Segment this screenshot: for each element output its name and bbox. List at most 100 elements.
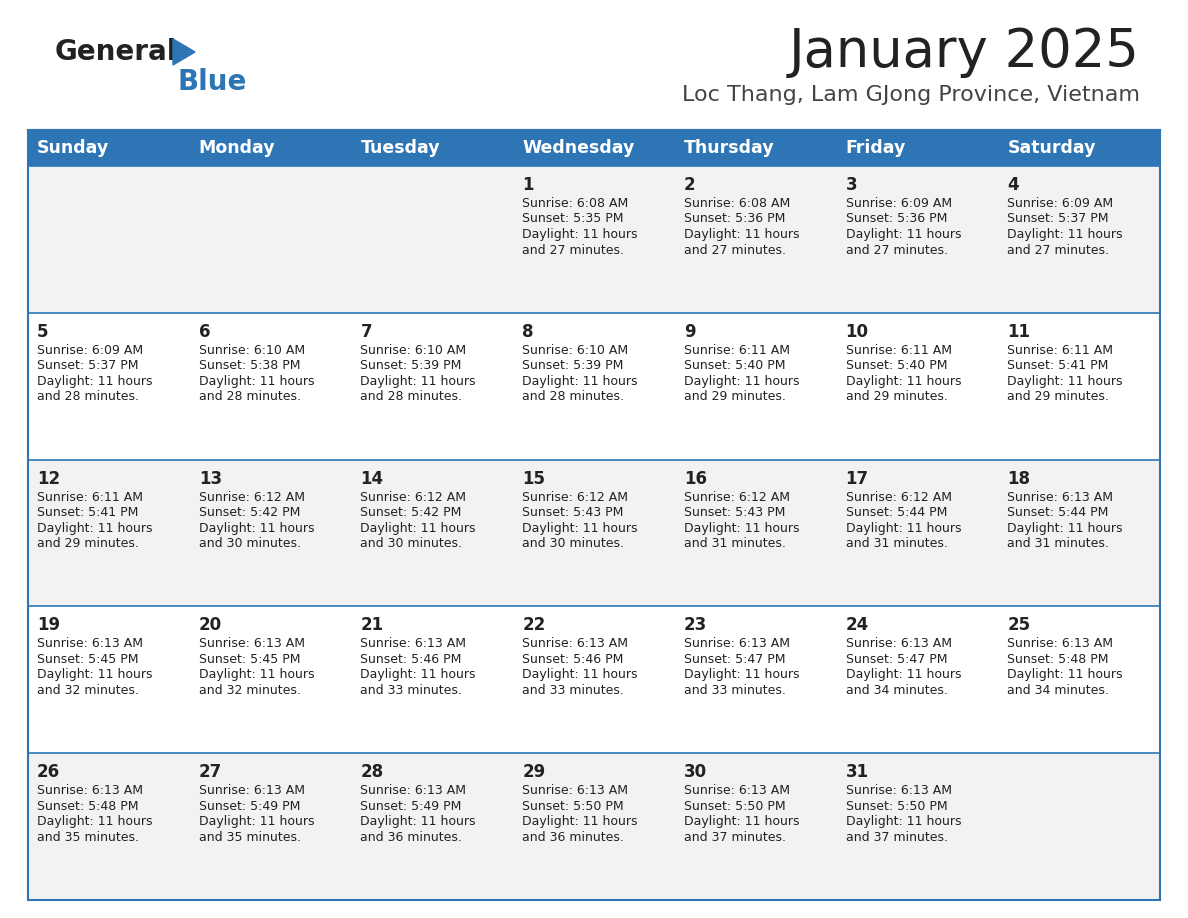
Text: and 31 minutes.: and 31 minutes. bbox=[1007, 537, 1110, 550]
Text: and 29 minutes.: and 29 minutes. bbox=[684, 390, 785, 403]
Text: Sunrise: 6:10 AM: Sunrise: 6:10 AM bbox=[198, 344, 305, 357]
Text: and 29 minutes.: and 29 minutes. bbox=[846, 390, 948, 403]
Text: Sunset: 5:48 PM: Sunset: 5:48 PM bbox=[37, 800, 139, 812]
Text: Sunrise: 6:12 AM: Sunrise: 6:12 AM bbox=[360, 490, 467, 504]
Text: and 30 minutes.: and 30 minutes. bbox=[198, 537, 301, 550]
Bar bbox=[190, 313, 352, 460]
Text: 9: 9 bbox=[684, 323, 695, 341]
Bar bbox=[29, 460, 190, 607]
Bar bbox=[998, 460, 1159, 607]
Text: 21: 21 bbox=[360, 616, 384, 634]
Text: and 36 minutes.: and 36 minutes. bbox=[360, 831, 462, 844]
Text: Sunrise: 6:13 AM: Sunrise: 6:13 AM bbox=[846, 637, 952, 650]
Text: and 36 minutes.: and 36 minutes. bbox=[523, 831, 624, 844]
Text: and 31 minutes.: and 31 minutes. bbox=[846, 537, 948, 550]
Text: Sunset: 5:47 PM: Sunset: 5:47 PM bbox=[846, 653, 947, 666]
Text: Daylight: 11 hours: Daylight: 11 hours bbox=[360, 815, 476, 828]
Text: Sunset: 5:42 PM: Sunset: 5:42 PM bbox=[360, 506, 462, 519]
Text: Daylight: 11 hours: Daylight: 11 hours bbox=[523, 668, 638, 681]
Text: Daylight: 11 hours: Daylight: 11 hours bbox=[846, 228, 961, 241]
Text: Sunset: 5:40 PM: Sunset: 5:40 PM bbox=[846, 359, 947, 373]
Text: Sunrise: 6:13 AM: Sunrise: 6:13 AM bbox=[1007, 490, 1113, 504]
Bar bbox=[675, 313, 836, 460]
Text: Sunset: 5:36 PM: Sunset: 5:36 PM bbox=[684, 212, 785, 226]
Bar bbox=[998, 313, 1159, 460]
Text: Sunrise: 6:13 AM: Sunrise: 6:13 AM bbox=[523, 637, 628, 650]
Text: Sunrise: 6:12 AM: Sunrise: 6:12 AM bbox=[846, 490, 952, 504]
Text: 30: 30 bbox=[684, 763, 707, 781]
Bar bbox=[29, 130, 1159, 900]
Text: Daylight: 11 hours: Daylight: 11 hours bbox=[360, 521, 476, 534]
Text: Sunrise: 6:09 AM: Sunrise: 6:09 AM bbox=[37, 344, 143, 357]
Text: Sunset: 5:41 PM: Sunset: 5:41 PM bbox=[37, 506, 138, 519]
Bar bbox=[29, 607, 190, 753]
Text: Daylight: 11 hours: Daylight: 11 hours bbox=[684, 668, 800, 681]
Text: 28: 28 bbox=[360, 763, 384, 781]
Bar bbox=[513, 166, 675, 313]
Polygon shape bbox=[173, 39, 195, 65]
Text: and 35 minutes.: and 35 minutes. bbox=[198, 831, 301, 844]
Text: 24: 24 bbox=[846, 616, 868, 634]
Bar bbox=[836, 166, 998, 313]
Text: Sunset: 5:50 PM: Sunset: 5:50 PM bbox=[684, 800, 785, 812]
Text: Sunset: 5:49 PM: Sunset: 5:49 PM bbox=[360, 800, 462, 812]
Text: Loc Thang, Lam GJong Province, Vietnam: Loc Thang, Lam GJong Province, Vietnam bbox=[682, 85, 1140, 105]
Bar bbox=[513, 130, 675, 166]
Text: 4: 4 bbox=[1007, 176, 1019, 194]
Bar bbox=[29, 313, 190, 460]
Text: Sunset: 5:45 PM: Sunset: 5:45 PM bbox=[198, 653, 301, 666]
Text: Sunset: 5:44 PM: Sunset: 5:44 PM bbox=[1007, 506, 1108, 519]
Text: Sunrise: 6:12 AM: Sunrise: 6:12 AM bbox=[523, 490, 628, 504]
Text: Sunrise: 6:10 AM: Sunrise: 6:10 AM bbox=[360, 344, 467, 357]
Bar bbox=[190, 166, 352, 313]
Bar bbox=[998, 607, 1159, 753]
Text: Daylight: 11 hours: Daylight: 11 hours bbox=[37, 815, 152, 828]
Text: Daylight: 11 hours: Daylight: 11 hours bbox=[523, 228, 638, 241]
Bar bbox=[836, 460, 998, 607]
Text: Sunrise: 6:13 AM: Sunrise: 6:13 AM bbox=[360, 784, 467, 797]
Text: 8: 8 bbox=[523, 323, 533, 341]
Text: and 29 minutes.: and 29 minutes. bbox=[37, 537, 139, 550]
Bar bbox=[190, 753, 352, 900]
Text: Sunset: 5:46 PM: Sunset: 5:46 PM bbox=[523, 653, 624, 666]
Text: Daylight: 11 hours: Daylight: 11 hours bbox=[1007, 668, 1123, 681]
Text: and 32 minutes.: and 32 minutes. bbox=[37, 684, 139, 697]
Text: Daylight: 11 hours: Daylight: 11 hours bbox=[523, 375, 638, 387]
Text: Sunrise: 6:12 AM: Sunrise: 6:12 AM bbox=[684, 490, 790, 504]
Text: 2: 2 bbox=[684, 176, 695, 194]
Bar bbox=[352, 166, 513, 313]
Text: Sunset: 5:39 PM: Sunset: 5:39 PM bbox=[360, 359, 462, 373]
Text: Daylight: 11 hours: Daylight: 11 hours bbox=[846, 375, 961, 387]
Text: January 2025: January 2025 bbox=[789, 26, 1140, 78]
Text: 16: 16 bbox=[684, 470, 707, 487]
Bar bbox=[513, 753, 675, 900]
Bar bbox=[352, 460, 513, 607]
Text: Daylight: 11 hours: Daylight: 11 hours bbox=[198, 375, 314, 387]
Text: Sunrise: 6:13 AM: Sunrise: 6:13 AM bbox=[198, 784, 304, 797]
Bar bbox=[675, 130, 836, 166]
Text: General: General bbox=[55, 38, 177, 66]
Text: 14: 14 bbox=[360, 470, 384, 487]
Bar bbox=[998, 130, 1159, 166]
Text: and 29 minutes.: and 29 minutes. bbox=[1007, 390, 1110, 403]
Bar bbox=[29, 166, 190, 313]
Text: Sunset: 5:48 PM: Sunset: 5:48 PM bbox=[1007, 653, 1108, 666]
Text: Sunset: 5:50 PM: Sunset: 5:50 PM bbox=[523, 800, 624, 812]
Bar bbox=[836, 753, 998, 900]
Text: 26: 26 bbox=[37, 763, 61, 781]
Bar bbox=[190, 607, 352, 753]
Text: and 33 minutes.: and 33 minutes. bbox=[523, 684, 624, 697]
Text: Sunset: 5:35 PM: Sunset: 5:35 PM bbox=[523, 212, 624, 226]
Text: Monday: Monday bbox=[198, 139, 276, 157]
Text: 15: 15 bbox=[523, 470, 545, 487]
Text: and 27 minutes.: and 27 minutes. bbox=[846, 243, 948, 256]
Bar bbox=[352, 313, 513, 460]
Text: and 27 minutes.: and 27 minutes. bbox=[1007, 243, 1110, 256]
Text: and 28 minutes.: and 28 minutes. bbox=[523, 390, 624, 403]
Bar bbox=[675, 607, 836, 753]
Text: and 33 minutes.: and 33 minutes. bbox=[684, 684, 785, 697]
Text: Sunday: Sunday bbox=[37, 139, 109, 157]
Text: Sunrise: 6:11 AM: Sunrise: 6:11 AM bbox=[684, 344, 790, 357]
Text: Daylight: 11 hours: Daylight: 11 hours bbox=[523, 815, 638, 828]
Text: Sunrise: 6:09 AM: Sunrise: 6:09 AM bbox=[846, 197, 952, 210]
